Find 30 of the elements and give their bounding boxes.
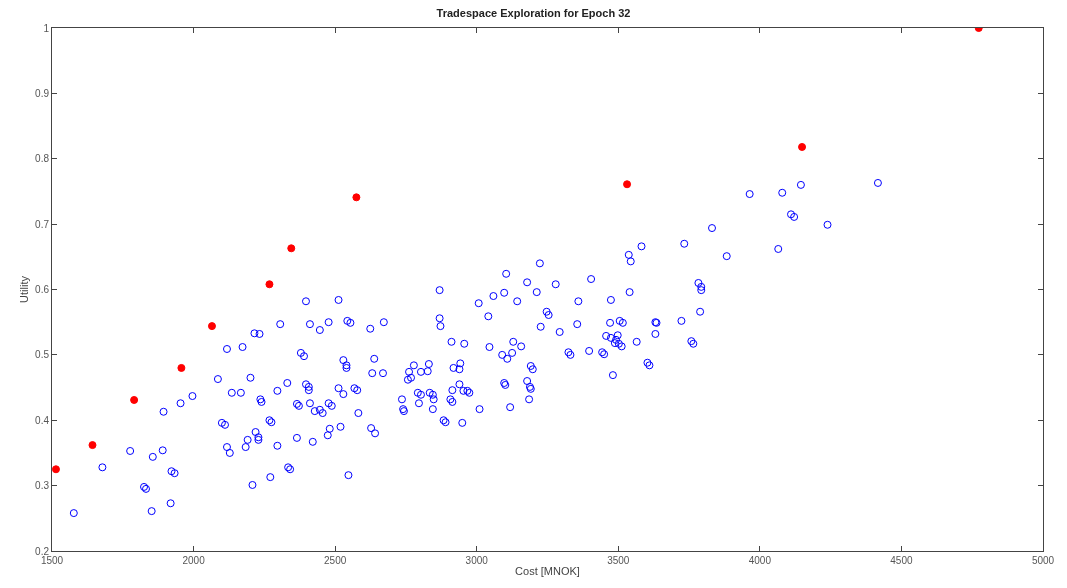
y-tick-label: 0.5 <box>35 349 50 361</box>
point <box>177 363 186 372</box>
point <box>88 441 97 450</box>
x-axis-title: Cost [MNOK] <box>515 565 580 578</box>
y-tick-label: 1 <box>43 22 50 34</box>
point <box>207 322 216 331</box>
x-tick-label: 4000 <box>748 555 772 566</box>
y-tick-label: 0.9 <box>35 87 50 99</box>
y-tick-label: 0.4 <box>35 414 50 426</box>
x-tick-label: 3500 <box>607 555 630 566</box>
x-tick-label: 2000 <box>182 555 206 566</box>
x-tick-label: 5000 <box>1031 555 1055 566</box>
chart-title: Tradespace Exploration for Epoch 32 <box>436 6 631 19</box>
point <box>130 395 139 404</box>
y-tick-label: 0.7 <box>35 218 50 230</box>
y-tick-label: 0.8 <box>35 153 50 165</box>
y-tick-label: 0.2 <box>35 545 50 557</box>
x-tick-label: 1500 <box>40 555 64 566</box>
x-tick-label: 4500 <box>890 555 913 566</box>
y-tick-label: 0.6 <box>35 284 50 295</box>
point <box>52 465 60 474</box>
point <box>265 280 274 289</box>
point <box>287 244 296 253</box>
point <box>623 180 632 189</box>
y-axis-title: Utility <box>17 275 30 303</box>
point <box>352 193 361 202</box>
point <box>798 142 807 151</box>
y-tick-label: 0.3 <box>35 480 50 492</box>
x-tick-label: 3000 <box>465 555 489 566</box>
x-tick-label: 2500 <box>324 555 347 566</box>
